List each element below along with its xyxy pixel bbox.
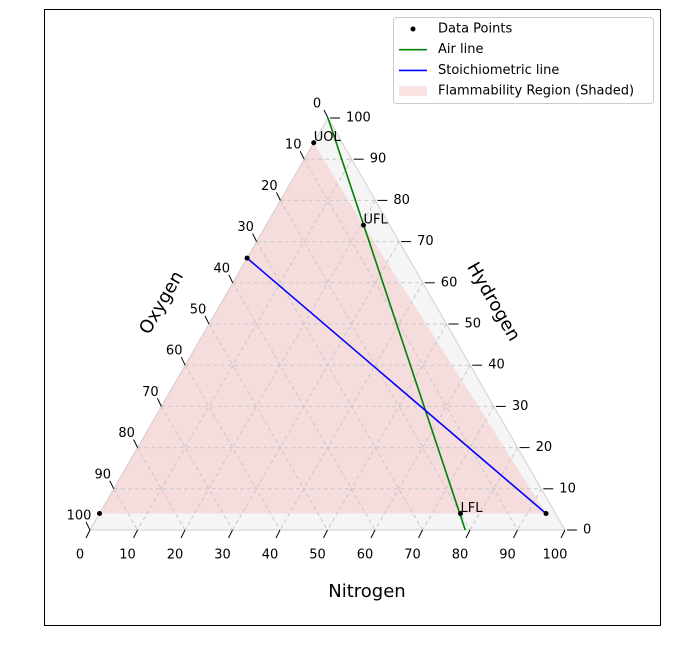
series-line	[246, 257, 547, 515]
grid-line	[232, 282, 376, 531]
grid-line	[208, 323, 328, 531]
nitrogen-tick-label: 40	[262, 548, 279, 563]
data-point	[360, 222, 366, 228]
nitrogen-tick	[418, 529, 423, 539]
oxygen-tick-label: 90	[95, 467, 112, 482]
oxygen-tick	[133, 439, 139, 448]
nitrogen-tick-label: 60	[357, 548, 374, 563]
oxygen-tick	[275, 192, 281, 201]
oxygen-tick-label: 0	[313, 97, 321, 112]
legend: Data Points Air line Stoichiometric line Fl…	[393, 17, 654, 104]
oxygen-tick	[204, 315, 210, 325]
grid-line	[184, 364, 281, 531]
oxygen-tick-label: 20	[261, 179, 278, 194]
oxygen-tick-label: 50	[190, 303, 207, 318]
oxygen-tick	[299, 150, 305, 160]
nitrogen-tick	[370, 529, 376, 539]
series-line	[327, 117, 467, 531]
hydrogen-tick-label: 50	[465, 317, 482, 332]
nitrogen-tick-label: 30	[214, 548, 231, 563]
nitrogen-tick	[133, 529, 138, 539]
hydrogen-tick-label: 40	[488, 358, 505, 373]
nitrogen-tick-label: 0	[76, 548, 84, 563]
hydrogen-tick-label: 0	[583, 523, 591, 538]
legend-label: Data Points	[438, 22, 512, 37]
legend-patch	[399, 86, 427, 97]
point-label: UOL	[314, 130, 342, 145]
nitrogen-tick-label: 90	[499, 548, 516, 563]
legend-label: Stoichiometric line	[438, 63, 559, 78]
legend-box	[393, 17, 654, 104]
grid-line	[137, 158, 353, 531]
nitrogen-tick	[513, 529, 518, 539]
nitrogen-tick-label: 80	[452, 548, 469, 563]
oxygen-tick	[252, 233, 258, 242]
grid-line	[160, 406, 233, 531]
grid-line	[517, 488, 542, 531]
nitrogen-tick-label: 10	[119, 548, 136, 563]
oxygen-tick	[156, 398, 162, 407]
data-point	[244, 255, 250, 261]
grid-line	[327, 323, 447, 531]
legend-marker	[410, 26, 416, 32]
point-label: UFL	[363, 213, 388, 228]
hydrogen-tick-label: 90	[370, 152, 387, 167]
grid-line	[137, 447, 186, 531]
oxygen-tick-label: 100	[67, 509, 92, 524]
oxygen-tick-label: 40	[214, 261, 231, 276]
data-point	[543, 511, 549, 517]
data-point	[458, 511, 464, 517]
oxygen-tick-label: 70	[142, 385, 159, 400]
nitrogen-tick	[85, 529, 91, 539]
hydrogen-tick-label: 10	[559, 481, 576, 496]
nitrogen-axis-title: Nitrogen	[328, 581, 405, 602]
grid-line	[469, 447, 519, 531]
grid-line	[279, 282, 424, 531]
hydrogen-tick-label: 80	[393, 193, 410, 208]
oxygen-tick	[180, 356, 186, 366]
oxygen-tick	[85, 521, 91, 531]
legend-label: Flammability Region (Shaded)	[438, 84, 634, 99]
grid-line	[422, 406, 495, 531]
nitrogen-tick	[180, 529, 186, 539]
oxygen-tick-label: 80	[118, 426, 135, 441]
grid-line	[113, 488, 138, 531]
hydrogen-tick-label: 70	[417, 234, 434, 249]
hydrogen-tick-label: 100	[346, 111, 371, 126]
oxygen-tick	[323, 109, 329, 119]
data-point	[97, 511, 103, 517]
oxygen-tick-label: 60	[166, 344, 183, 359]
legend-label: Air line	[438, 42, 483, 57]
hydrogen-tick-label: 20	[536, 440, 553, 455]
hydrogen-tick-label: 60	[441, 275, 458, 290]
flammability-region	[99, 142, 547, 514]
oxygen-tick	[228, 274, 234, 284]
nitrogen-tick-label: 100	[543, 548, 568, 563]
nitrogen-tick-label: 70	[404, 548, 421, 563]
oxygen-tick-label: 30	[237, 220, 254, 235]
hydrogen-tick-label: 30	[512, 399, 529, 414]
nitrogen-tick	[465, 529, 471, 539]
grid-line	[303, 158, 518, 531]
grid-line	[374, 364, 471, 531]
nitrogen-tick	[228, 529, 233, 539]
point-label: LFL	[461, 501, 484, 516]
nitrogen-tick	[560, 529, 566, 539]
nitrogen-tick	[275, 529, 281, 539]
nitrogen-tick-label: 20	[167, 548, 184, 563]
oxygen-tick-label: 10	[285, 138, 302, 153]
nitrogen-tick-label: 50	[309, 548, 326, 563]
nitrogen-tick	[323, 529, 328, 539]
oxygen-tick	[109, 480, 115, 490]
data-point	[311, 140, 317, 146]
